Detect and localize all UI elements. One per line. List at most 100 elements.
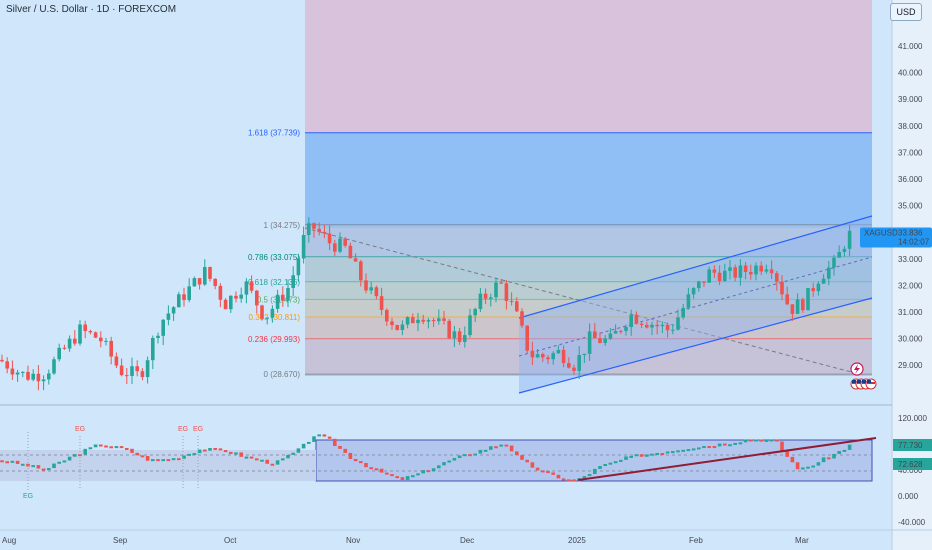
current-price-tag[interactable]: [860, 227, 932, 248]
indicator-bar: [312, 436, 316, 442]
candle-body: [764, 269, 769, 272]
indicator-bar: [598, 466, 602, 469]
indicator-bar: [608, 462, 613, 465]
candle-body: [0, 359, 4, 362]
candle-body: [21, 371, 25, 373]
indicator-value-text: 72.628: [898, 460, 923, 469]
candle-body: [837, 252, 841, 258]
indicator-bar: [239, 452, 243, 457]
candle-body: [468, 315, 472, 336]
fib-level-label: 0 (28.670): [264, 370, 301, 379]
indicator-bar: [322, 434, 327, 437]
candle-body: [733, 267, 737, 278]
fib-level-label: 1 (34.275): [264, 221, 301, 230]
candle-body: [260, 305, 264, 319]
indicator-bar: [452, 458, 457, 461]
candle-body: [832, 257, 836, 268]
candle-body: [353, 258, 358, 262]
candle-body: [624, 327, 628, 331]
candle-body: [234, 295, 238, 299]
candle-body: [702, 281, 706, 283]
candle-body: [795, 299, 800, 314]
candle-body: [603, 338, 607, 343]
candle-body: [847, 230, 852, 249]
fib-band: [305, 299, 872, 318]
candle-body: [801, 299, 805, 311]
candle-body: [416, 319, 420, 324]
indicator-bar: [400, 477, 405, 480]
candle-body: [411, 317, 415, 324]
candle-body: [598, 338, 602, 343]
indicator-bar: [275, 460, 280, 465]
candle-body: [775, 273, 779, 282]
candle-body: [821, 278, 826, 284]
indicator-bar: [125, 448, 129, 451]
candle-body: [421, 319, 425, 322]
candle-body: [619, 330, 623, 332]
candle-body: [463, 335, 467, 342]
candle-body: [509, 300, 514, 302]
indicator-bar: [821, 457, 826, 463]
currency-button[interactable]: USD: [890, 3, 922, 21]
indicator-bar: [587, 474, 592, 477]
candle-body: [608, 333, 613, 339]
indicator-bar: [702, 446, 706, 449]
eg-marker[interactable]: EG: [23, 493, 33, 500]
indicator-bar: [93, 444, 98, 448]
chart-title: Silver / U.S. Dollar · 1D · FOREXCOM: [6, 4, 177, 15]
indicator-bar: [145, 456, 150, 461]
indicator-bar: [249, 456, 254, 459]
indicator-bar: [270, 463, 275, 466]
time-tick-label: Mar: [795, 536, 809, 545]
candle-body: [203, 267, 207, 285]
indicator-bar: [390, 474, 394, 477]
time-tick-label: Oct: [224, 536, 237, 545]
fib-level-label: 0.382 (30.811): [249, 313, 301, 322]
candle-body: [166, 313, 171, 320]
candle-body: [317, 228, 321, 232]
price-tick-label: 37.000: [898, 148, 923, 157]
candle-body: [301, 234, 306, 259]
candle-body: [15, 372, 20, 375]
indicator-bar: [551, 472, 555, 475]
indicator-bar: [151, 459, 155, 462]
indicator-bar: [281, 458, 285, 461]
indicator-bar: [842, 449, 847, 452]
diagonal-trend-line[interactable]: [304, 227, 856, 374]
candle-body: [52, 359, 56, 374]
candle-body: [109, 340, 113, 357]
candle-body: [281, 294, 285, 301]
candle-body: [265, 317, 269, 319]
candle-body: [140, 371, 145, 378]
channel-lower-line[interactable]: [518, 297, 873, 394]
indicator-value-text: 77.730: [898, 441, 923, 450]
indicator-bar: [655, 453, 659, 456]
candle-body: [551, 353, 555, 360]
candle-body: [114, 356, 119, 366]
eg-marker[interactable]: EG: [193, 426, 203, 433]
indicator-bar: [36, 465, 41, 469]
candle-body: [738, 265, 743, 278]
eg-marker[interactable]: EG: [178, 426, 188, 433]
indicator-bar: [520, 455, 524, 460]
indicator-bar: [468, 454, 472, 457]
channel-upper-line[interactable]: [518, 215, 873, 319]
candle-body: [593, 331, 597, 339]
indicator-box: [315, 439, 873, 482]
candle-body: [322, 231, 327, 234]
candle-body: [338, 238, 342, 252]
indicator-tick-label: -40.000: [898, 518, 926, 527]
indicator-bar: [634, 454, 639, 457]
indicator-bar: [525, 459, 529, 463]
indicator-bar: [0, 460, 4, 463]
eg-marker[interactable]: EG: [75, 426, 85, 433]
candle-body: [249, 281, 254, 291]
indicator-bar: [208, 448, 212, 451]
candle-body: [223, 299, 228, 310]
indicator-bar: [291, 452, 295, 455]
candle-body: [842, 248, 847, 253]
indicator-bar: [738, 442, 743, 445]
indicator-trend-line[interactable]: [577, 437, 877, 481]
candle-body: [483, 293, 488, 299]
